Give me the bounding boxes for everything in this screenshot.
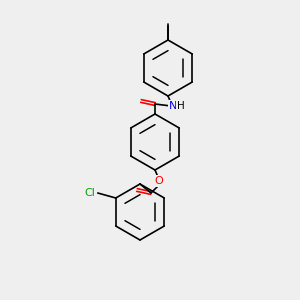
Text: O: O: [154, 176, 164, 186]
Text: H: H: [177, 101, 185, 111]
Text: N: N: [169, 101, 177, 111]
Text: Cl: Cl: [84, 188, 95, 198]
